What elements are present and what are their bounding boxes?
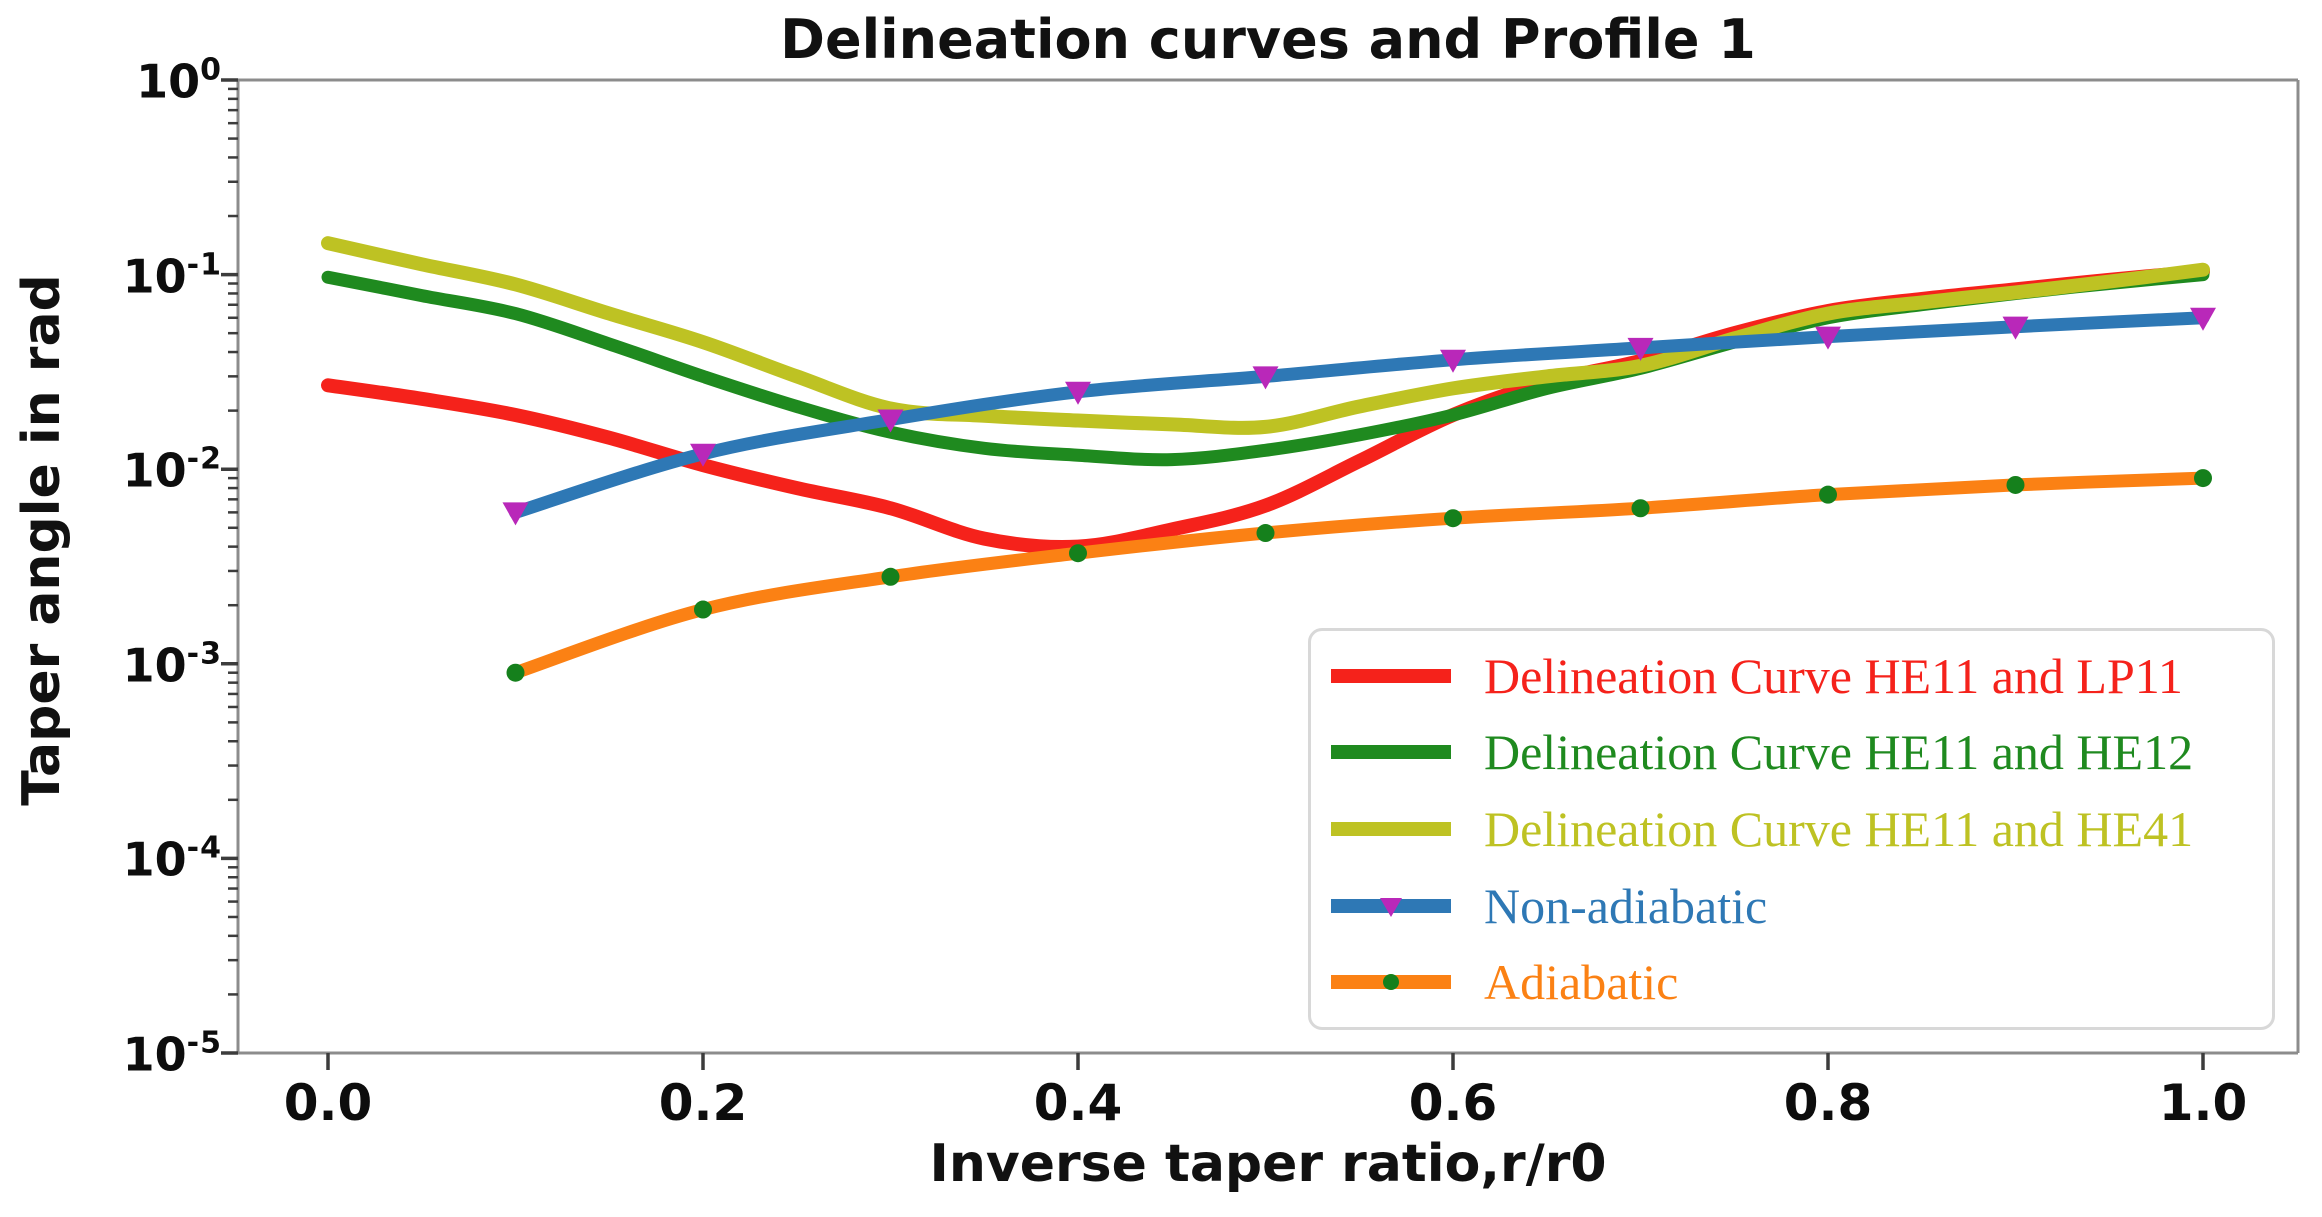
- legend-swatch: [1331, 821, 1451, 836]
- legend-label: Non-adiabatic: [1484, 877, 1768, 934]
- legend-row: Delineation Curve HE11 and HE41: [1311, 791, 2272, 867]
- circle-marker: [1069, 544, 1087, 563]
- triangle-down-marker: [1065, 381, 1091, 405]
- legend-swatch: [1331, 745, 1451, 760]
- triangle-down-marker: [2190, 307, 2216, 331]
- triangle-down-marker: [1627, 337, 1654, 361]
- circle-marker: [506, 663, 525, 682]
- legend-label: Adiabatic: [1484, 954, 1679, 1011]
- legend-label: Delineation Curve HE11 and LP11: [1484, 647, 2183, 704]
- legend-triangle-down-marker: [1380, 897, 1402, 917]
- legend-swatch: [1331, 897, 1451, 917]
- x-tick-label: 0.2: [658, 1074, 748, 1132]
- circle-marker: [881, 567, 900, 586]
- legend-row: Non-adiabatic: [1311, 868, 2272, 944]
- legend-swatch: [1331, 668, 1451, 683]
- circle-marker: [1819, 485, 1837, 504]
- series-line-3: [509, 311, 2210, 519]
- triangle-down-marker: [877, 409, 904, 433]
- circle-marker: [2006, 475, 2025, 494]
- legend-swatch: [1331, 974, 1451, 991]
- y-tick-label: 10-5: [122, 1025, 222, 1082]
- circle-marker: [694, 600, 712, 619]
- circle-marker: [1631, 499, 1650, 518]
- series-line-2: [321, 236, 2210, 435]
- x-tick-label: 0.4: [1033, 1074, 1123, 1132]
- x-tick-label: 0.6: [1408, 1074, 1498, 1132]
- y-tick-label: 10-1: [122, 247, 222, 304]
- circle-marker: [1256, 524, 1275, 543]
- x-tick-label: 1.0: [2158, 1074, 2248, 1132]
- x-tick-label: 0.0: [283, 1074, 373, 1132]
- series-line-4: [509, 471, 2210, 680]
- circle-marker: [1444, 509, 1462, 528]
- legend-label: Delineation Curve HE11 and HE41: [1484, 800, 2194, 857]
- legend-label: Delineation Curve HE11 and HE12: [1484, 724, 2194, 781]
- triangle-down-marker: [690, 443, 716, 467]
- triangle-down-marker: [1440, 349, 1466, 373]
- legend-row: Adiabatic: [1311, 944, 2272, 1020]
- triangle-down-marker: [502, 502, 529, 526]
- triangle-down-marker: [2002, 316, 2029, 340]
- triangle-down-marker: [1252, 366, 1279, 390]
- y-tick-label: 10-2: [122, 441, 222, 498]
- y-tick-label: 100: [136, 52, 222, 109]
- chart-title: Delineation curves and Profile 1: [780, 8, 1756, 71]
- legend-row: Delineation Curve HE11 and HE12: [1311, 714, 2272, 790]
- y-tick-label: 10-4: [122, 830, 222, 887]
- x-axis-label: Inverse taper ratio,r/r0: [929, 1134, 1607, 1194]
- x-tick-label: 0.8: [1783, 1074, 1873, 1132]
- circle-marker: [2194, 469, 2212, 488]
- y-tick-label: 10-3: [122, 636, 222, 693]
- triangle-down-marker: [1815, 326, 1841, 350]
- legend-row: Delineation Curve HE11 and LP11: [1311, 638, 2272, 714]
- legend-circle-marker: [1383, 974, 1399, 991]
- legend: Delineation Curve HE11 and LP11 Delineati…: [1308, 628, 2275, 1030]
